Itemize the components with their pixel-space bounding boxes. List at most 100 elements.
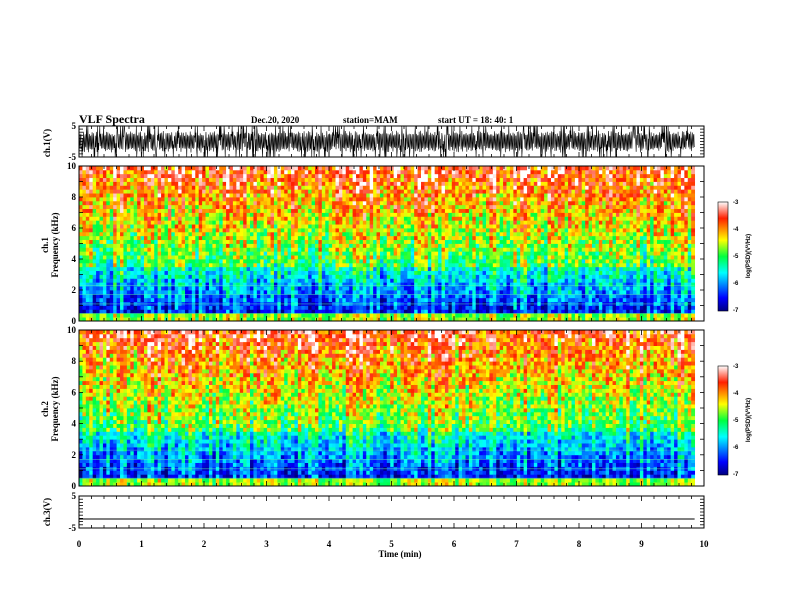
spectrogram-cell	[362, 239, 367, 244]
spectrogram-cell	[140, 208, 145, 213]
spectrogram-cell	[92, 200, 97, 206]
spectrogram-cell	[379, 290, 384, 295]
spectrogram-cell	[359, 274, 364, 279]
spectrogram-cell	[284, 297, 289, 303]
spectrogram-cell	[383, 243, 388, 248]
spectrogram-cell	[345, 259, 350, 264]
spectrogram-cell	[458, 212, 463, 217]
spectrogram-cell	[229, 297, 234, 303]
spectrogram-cell	[349, 255, 354, 260]
spectrogram-cell	[277, 173, 282, 179]
spectrogram-cell	[424, 204, 429, 210]
spectrogram-cell	[390, 274, 395, 279]
spectrogram-cell	[270, 216, 275, 221]
spectrogram-cell	[379, 197, 384, 202]
spectrogram-cell	[390, 247, 395, 252]
spectrogram-cell	[236, 193, 241, 198]
spectrogram-cell	[332, 259, 336, 264]
spectrogram-cell	[479, 216, 483, 221]
spectrogram-cell	[137, 293, 141, 299]
spectrogram-cell	[222, 282, 227, 287]
spectrogram-cell	[256, 235, 261, 241]
spectrogram-cell	[188, 297, 193, 303]
spectrogram-cell	[291, 235, 295, 241]
spectrogram-cell	[267, 216, 271, 221]
spectrogram-cell	[366, 204, 371, 210]
spectrogram-cell	[294, 313, 299, 318]
spectrogram-cell	[321, 293, 326, 299]
spectrogram-cell	[318, 224, 323, 229]
spectrogram-cell	[123, 193, 128, 198]
spectrogram-cell	[120, 286, 124, 291]
spectrogram-cell	[390, 297, 395, 303]
spectrogram-cell	[451, 309, 456, 314]
spectrogram-cell	[198, 305, 203, 310]
spectrogram-cell	[150, 224, 155, 229]
spectrogram-cell	[318, 274, 323, 279]
spectrogram-cell	[373, 293, 377, 299]
spectrogram-cell	[472, 193, 477, 198]
spectrogram-cell	[147, 317, 152, 322]
spectrogram-cell	[431, 228, 436, 233]
spectrogram-cell	[270, 251, 275, 256]
spectrogram-cell	[82, 193, 87, 198]
spectrogram-cell	[284, 224, 289, 229]
spectrogram-cell	[102, 228, 107, 233]
spectrogram-cell	[338, 239, 343, 244]
spectrogram-cell	[99, 309, 104, 314]
spectrogram-cell	[468, 208, 473, 213]
spectrogram-cell	[222, 290, 227, 295]
spectrogram-cell	[304, 185, 309, 190]
spectrogram-cell	[205, 313, 210, 318]
spectrogram-cell	[157, 247, 162, 252]
spectrogram-cell	[222, 247, 227, 252]
spectrogram-cell	[273, 166, 278, 171]
spectrogram-cell	[106, 216, 111, 221]
spectrogram-cell	[369, 216, 374, 221]
spectrogram-cell	[263, 278, 268, 283]
spectrogram-cell	[444, 262, 449, 268]
spectrogram-cell	[219, 239, 224, 244]
spectrogram-cell	[157, 204, 162, 210]
spectrogram-cell	[444, 231, 449, 237]
spectrogram-cell	[140, 266, 145, 272]
spectrogram-cell	[407, 286, 412, 291]
spectrogram-cell	[106, 255, 111, 260]
spectrogram-cell	[291, 239, 295, 244]
spectrogram-cell	[116, 243, 121, 248]
spectrogram-cell	[202, 239, 206, 244]
spectrogram-cell	[205, 173, 210, 179]
spectrogram-cell	[400, 235, 405, 241]
spectrogram-cell	[393, 169, 398, 175]
spectrogram-cell	[226, 262, 230, 268]
spectrogram-cell	[356, 255, 360, 260]
spectrogram-cell	[89, 309, 94, 314]
spectrogram-cell	[222, 177, 227, 182]
spectrogram-cell	[352, 282, 357, 287]
spectrogram-cell	[222, 189, 227, 194]
spectrogram-cell	[198, 255, 203, 260]
spectrogram-cell	[137, 247, 141, 252]
spectrogram-cell	[414, 231, 418, 237]
spectrogram-cell	[270, 259, 275, 264]
spectrogram-cell	[465, 274, 470, 279]
spectrogram-cell	[198, 235, 203, 241]
spectrogram-cell	[215, 185, 220, 190]
spectrogram-cell	[222, 197, 227, 202]
spectrogram-cell	[143, 216, 148, 221]
spectrogram-cell	[140, 204, 145, 210]
spectrogram-cell	[308, 266, 312, 272]
spectrogram-cell	[147, 166, 152, 171]
spectrogram-cell	[178, 305, 182, 310]
spectrogram-cell	[256, 239, 261, 244]
spectrogram-cell	[106, 228, 111, 233]
spectrogram-cell	[120, 169, 124, 175]
spectrogram-cell	[178, 278, 182, 283]
spectrogram-cell	[150, 189, 155, 194]
spectrogram-cell	[147, 235, 152, 241]
spectrogram-cell	[188, 293, 193, 299]
spectrogram-cell	[92, 293, 97, 299]
spectrogram-cell	[414, 224, 418, 229]
spectrogram-cell	[465, 212, 470, 217]
spectrogram-cell	[171, 216, 176, 221]
